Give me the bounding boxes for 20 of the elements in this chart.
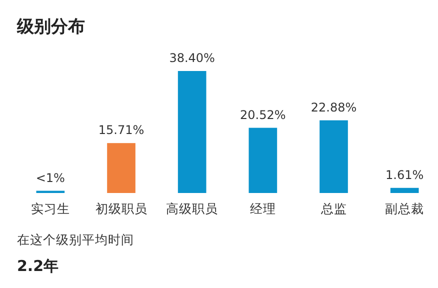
text: 2.2年 bbox=[17, 257, 59, 275]
data-label: <1% bbox=[36, 170, 65, 185]
bar bbox=[248, 128, 278, 193]
text: 在这个级别平均时间 bbox=[17, 232, 134, 247]
x-tick-label: 副总裁 bbox=[385, 201, 424, 216]
bar bbox=[178, 71, 206, 193]
bar bbox=[390, 188, 419, 193]
data-label: 22.88% bbox=[310, 100, 357, 114]
data-label: 1.61% bbox=[386, 168, 424, 182]
data-label: 15.71% bbox=[98, 123, 144, 138]
x-tick-label: 总监 bbox=[320, 201, 347, 216]
data-label: 20.52% bbox=[240, 108, 286, 122]
x-tick-label: 经理 bbox=[250, 201, 276, 216]
chart-title: 级别分布 bbox=[16, 17, 85, 37]
x-tick-label: 初级职员 bbox=[95, 201, 148, 216]
bar bbox=[320, 120, 348, 193]
data-label: 38.40% bbox=[169, 51, 215, 65]
x-tick-label: 实习生 bbox=[30, 201, 70, 216]
bar bbox=[107, 143, 136, 193]
x-tick-label: 高级职员 bbox=[166, 201, 218, 216]
